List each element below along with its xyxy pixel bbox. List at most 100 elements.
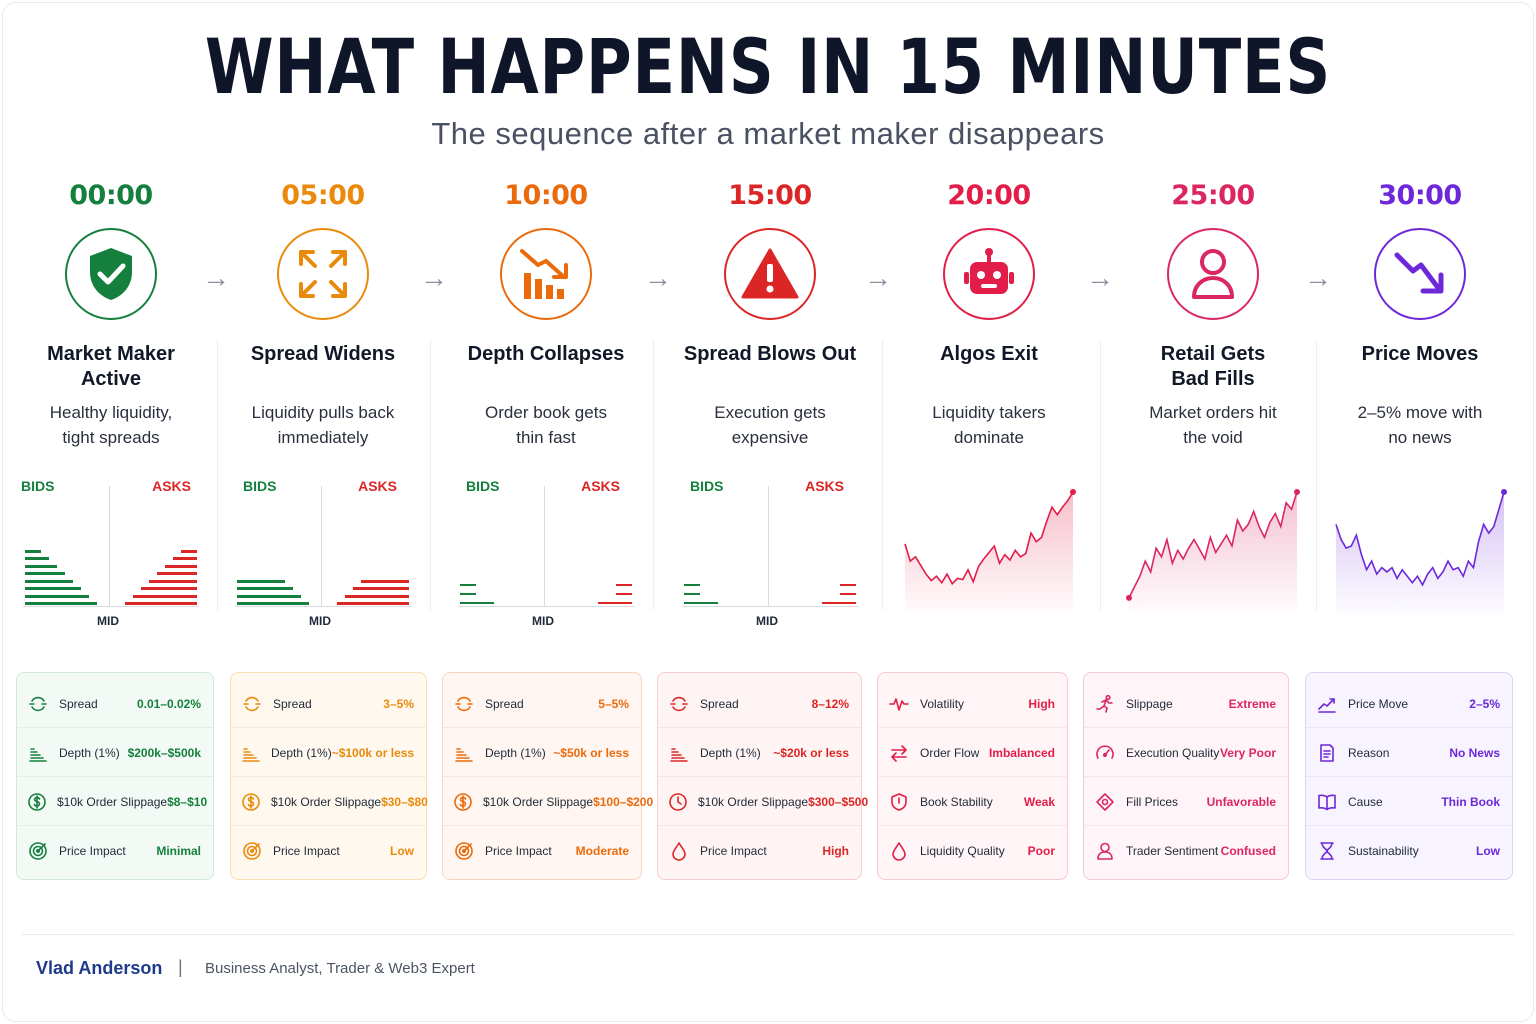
metric-label: Book Stability <box>920 794 993 809</box>
sparkline-area <box>905 492 1073 612</box>
bid-bar <box>684 593 700 595</box>
stage-column: 00:00 Market Maker Active Healthy liquidity… <box>11 178 211 450</box>
right-arrow-icon: → <box>864 262 892 293</box>
metric-label: Fill Prices <box>1126 794 1179 809</box>
metric-value: $30–$80 <box>381 794 428 809</box>
metric-label: Price Move <box>1348 696 1409 711</box>
metric-value: 0.01–0.02% <box>136 696 201 711</box>
ask-bar <box>353 587 409 590</box>
stage-description-line: tight spreads <box>62 428 160 447</box>
stage-description-line: Liquidity takers <box>932 403 1046 422</box>
metric-label: Spread <box>700 696 739 711</box>
author-name: Vlad Anderson <box>36 958 163 978</box>
metric-label: Price Impact <box>700 844 767 858</box>
metric-row: Price Impact High <box>658 827 861 875</box>
right-arrow-icon: → <box>644 262 672 293</box>
sparkline-startpoint <box>1126 594 1132 601</box>
metrics-card: Price Move 2–5% Reason No News Cause Thin Boo… <box>1305 672 1513 880</box>
stage-description-line: Execution gets <box>714 403 826 422</box>
metric-label: Slippage <box>1126 696 1173 711</box>
metric-row: Price Move 2–5% <box>1306 680 1512 728</box>
metric-row: Depth (1%) ~$100k or less <box>231 729 426 777</box>
baseline <box>23 606 199 607</box>
metric-row: Depth (1%) ~$50k or less <box>443 729 641 777</box>
stage-time: 30:00 <box>1378 180 1462 211</box>
target-icon <box>241 840 263 862</box>
depth-icon <box>241 742 261 764</box>
metrics-card: Spread 8–12% Depth (1%) ~$20k or less $10k O… <box>657 672 868 880</box>
metric-label: Execution Quality <box>1126 745 1220 760</box>
sparkline-area <box>1336 492 1504 612</box>
stage-title: Market Maker Active <box>11 342 211 394</box>
metric-label: Depth (1%) <box>700 745 761 760</box>
stage-title-line: Spread Blows Out <box>683 343 857 365</box>
runner-icon <box>1094 693 1116 715</box>
stage-description-line: the void <box>1183 428 1243 447</box>
bid-bar <box>25 549 41 553</box>
stage-time: 10:00 <box>504 180 588 211</box>
ask-bar <box>598 602 632 604</box>
metric-row: Spread 5–5% <box>443 680 641 728</box>
mid-label: MID <box>532 614 554 628</box>
price-sparkline-chart <box>904 489 1076 612</box>
metrics-card: Volatility High Order Flow Imbalanced Book S… <box>877 672 1068 880</box>
ask-bar <box>133 594 197 598</box>
book-icon <box>1316 791 1338 813</box>
stage-title-line: Spread Widens <box>250 343 396 365</box>
warning-icon <box>741 248 799 300</box>
bid-bar <box>237 602 309 605</box>
ask-bar <box>149 579 197 583</box>
asks-label: ASKS <box>581 478 620 494</box>
column-divider <box>1100 340 1101 610</box>
stage-description-line: Healthy liquidity, <box>49 403 173 422</box>
metrics-card: Spread 5–5% Depth (1%) ~$50k or less $10k Or… <box>442 672 653 880</box>
metric-row: Execution Quality Very Poor <box>1084 729 1288 777</box>
metric-label: Spread <box>485 696 524 711</box>
metric-value: No News <box>1449 745 1500 760</box>
metric-label: Spread <box>273 696 312 711</box>
metric-value: Imbalanced <box>988 745 1055 760</box>
right-arrow-icon: → <box>1086 262 1114 293</box>
author-role: Business Analyst, Trader & Web3 Expert <box>205 960 475 977</box>
metric-row: Trader Sentiment Confused <box>1084 827 1288 875</box>
bid-bar <box>25 579 73 583</box>
metric-row: $10k Order Slippage $8–$10 <box>17 778 213 826</box>
stage-icon-circle <box>943 228 1035 320</box>
ask-bar <box>616 584 632 586</box>
stage-description-line: no news <box>1388 428 1452 447</box>
stage-column: 15:00 Spread Blows Out Execution gets expen… <box>670 178 870 450</box>
stage-description-line: 2–5% move with <box>1357 403 1483 422</box>
bid-bar <box>25 572 65 575</box>
stage-title-line: Retail Gets <box>1160 343 1266 365</box>
expand-arrows-icon <box>297 248 349 300</box>
stage-title-line: Algos Exit <box>940 343 1038 365</box>
stage-icon-circle <box>1167 228 1259 320</box>
stage-description: Healthy liquidity, tight spreads <box>11 400 211 450</box>
metrics-card: Spread 0.01–0.02% Depth (1%) $200k–$500k $10… <box>16 672 214 880</box>
metric-label: Spread <box>59 696 98 711</box>
metric-label: Volatility <box>920 696 965 711</box>
stage-icon-circle <box>277 228 369 320</box>
sparkline-area <box>1129 492 1297 612</box>
ask-bar <box>840 584 856 586</box>
stage-title: Depth Collapses <box>446 342 646 394</box>
bid-bar <box>25 594 89 598</box>
sparkline-line <box>1128 491 1298 599</box>
metric-value: Extreme <box>1228 696 1276 711</box>
falling-bars-icon <box>518 247 574 301</box>
column-divider <box>882 340 883 610</box>
metric-row: $10k Order Slippage $100–$200 <box>443 778 653 826</box>
metric-value: Minimal <box>156 844 201 858</box>
metric-value: High <box>1028 696 1055 711</box>
stage-description-line: expensive <box>731 428 809 447</box>
column-divider <box>1316 340 1317 610</box>
clock-icon <box>668 791 688 813</box>
metric-value: $100–$200 <box>593 794 654 809</box>
spread-icon <box>668 693 690 715</box>
sparkline-endpoint <box>1501 489 1507 495</box>
stage-description-line: Order book gets <box>485 403 607 422</box>
stage-column: 20:00 Algos Exit Liquidity takers dominate <box>889 178 1089 450</box>
baseline <box>458 606 634 607</box>
stage-icon-circle <box>1374 228 1466 320</box>
bids-label: BIDS <box>466 478 500 494</box>
